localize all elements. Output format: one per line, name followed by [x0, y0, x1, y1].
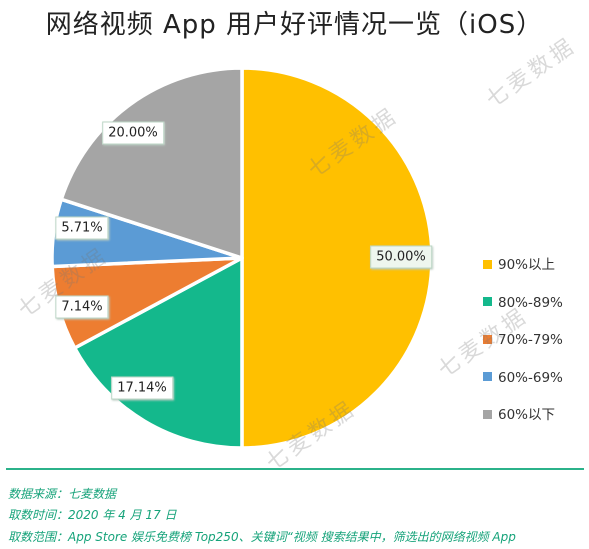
legend-swatch-4 — [483, 409, 492, 419]
pie-slice-0 — [240, 66, 434, 450]
legend-item-2: 70%-79% — [483, 330, 563, 350]
legend-item-0: 90%以上 — [483, 255, 563, 275]
legend: 90%以上 80%-89% 70%-79% 60%-69% 60%以下 — [483, 255, 563, 443]
pie-slice-1 — [72, 256, 244, 450]
slice-label-3: 5.71% — [55, 216, 109, 240]
slice-label-1: 17.14% — [111, 376, 173, 400]
footer-divider — [6, 468, 584, 470]
legend-swatch-3 — [483, 372, 492, 381]
legend-label-0: 90%以上 — [498, 257, 556, 273]
footer-scope: 取数范围：App Store 娱乐免费榜 Top250、关键词“视频 搜索结果中… — [8, 530, 516, 544]
slice-label-0: 50.00% — [370, 245, 432, 269]
legend-label-2: 70%-79% — [498, 332, 563, 348]
legend-label-4: 60%以下 — [498, 407, 556, 423]
legend-swatch-0 — [483, 259, 492, 269]
legend-item-3: 60%-69% — [483, 368, 563, 388]
slice-label-4: 20.00% — [102, 121, 164, 145]
footer-time: 取数时间：2020 年 4 月 17 日 — [8, 508, 177, 522]
legend-label-1: 80%-89% — [498, 294, 563, 311]
chart-title: 网络视频 App 用户好评情况一览（iOS） — [45, 10, 544, 40]
slice-label-2: 7.14% — [55, 295, 109, 319]
legend-item-4: 60%以下 — [483, 405, 563, 425]
pie-slice-4 — [59, 66, 244, 260]
legend-item-1: 80%-89% — [483, 293, 563, 313]
legend-swatch-1 — [483, 297, 492, 306]
legend-label-3: 60%-69% — [498, 369, 563, 386]
footer-source: 数据来源：七麦数据 — [8, 487, 117, 501]
legend-swatch-2 — [483, 334, 492, 344]
